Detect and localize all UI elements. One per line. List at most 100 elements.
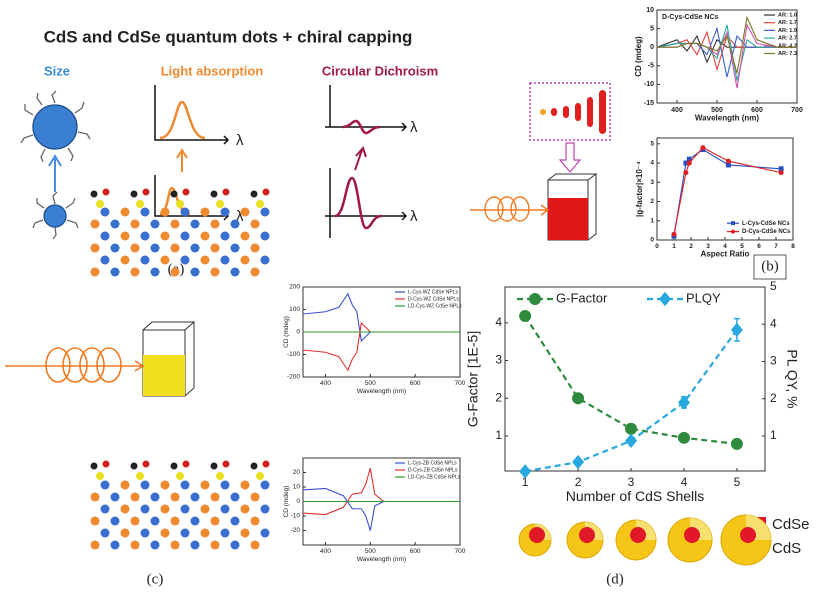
y-axis-label: |g-factor|×10⁻⁴ xyxy=(635,161,644,217)
legend-label: AR: 1.7 xyxy=(778,20,797,26)
atom xyxy=(120,207,130,217)
y-tick-label: 4 xyxy=(650,160,654,167)
core xyxy=(529,527,545,543)
x-tick-label: 7 xyxy=(774,243,778,250)
atom xyxy=(230,540,240,550)
marker xyxy=(572,454,585,470)
atom xyxy=(100,207,110,217)
y2-tick-label: 4 xyxy=(770,316,777,330)
y-tick-label: 1 xyxy=(495,428,502,442)
atom xyxy=(180,255,190,265)
atom xyxy=(170,267,180,277)
y-tick-label: 3 xyxy=(650,179,654,186)
atom xyxy=(100,231,110,241)
ligand-atom xyxy=(170,462,178,470)
marker xyxy=(683,170,689,176)
legend-label: AR: 4.2 xyxy=(778,43,797,49)
x-tick-label: 1 xyxy=(672,243,676,250)
atom xyxy=(150,219,160,229)
atom xyxy=(240,207,250,217)
axis-symbol: λ xyxy=(236,208,244,225)
atom xyxy=(200,504,210,514)
atom xyxy=(140,255,150,265)
ligand-atom xyxy=(96,472,104,480)
ligand-atom xyxy=(176,200,184,208)
axis-symbol: λ xyxy=(236,132,244,149)
atom xyxy=(180,480,190,490)
y-tick-label: -5 xyxy=(648,63,654,70)
atom xyxy=(160,480,170,490)
marker xyxy=(677,431,690,444)
atom xyxy=(150,267,160,277)
y2-tick-label: 5 xyxy=(770,279,777,293)
atom xyxy=(200,480,210,490)
size-arrow xyxy=(48,154,62,192)
panel-caption: (b) xyxy=(761,258,779,274)
legend-label: AR: 1.9 xyxy=(778,28,797,34)
atom xyxy=(110,219,120,229)
marker xyxy=(730,437,743,450)
ligand-atom xyxy=(102,460,110,468)
atom xyxy=(150,516,160,526)
atom xyxy=(160,231,170,241)
core xyxy=(630,527,646,543)
ligand-atom xyxy=(256,200,264,208)
marker xyxy=(683,160,689,166)
panel-c-schematic: (c) xyxy=(5,188,270,587)
x-tick-label: 3 xyxy=(706,243,710,250)
series-line xyxy=(656,24,797,81)
y-axis-label: CD (mdeg) xyxy=(283,486,290,518)
y-tick-label: -200 xyxy=(287,374,300,381)
marker xyxy=(625,422,638,435)
atom xyxy=(240,255,250,265)
panel-caption: (d) xyxy=(606,571,624,587)
atom xyxy=(250,492,260,502)
x-tick-label: 3 xyxy=(628,475,635,489)
ligand-atom xyxy=(222,188,230,196)
legend-marker xyxy=(659,291,671,307)
atom xyxy=(240,528,250,538)
atom xyxy=(160,255,170,265)
marker xyxy=(778,166,784,172)
y-tick-label: 10 xyxy=(646,7,654,14)
atom xyxy=(210,267,220,277)
atom xyxy=(120,231,130,241)
atom xyxy=(180,207,190,217)
legend-label: LD-Cys-ZB CdSe NPLs xyxy=(408,474,461,480)
ligand-atom xyxy=(96,200,104,208)
x-tick-label: 600 xyxy=(410,380,421,387)
x-tick-label: 2 xyxy=(575,475,582,489)
atom xyxy=(220,231,230,241)
ligand-atom xyxy=(102,188,110,196)
marker xyxy=(677,395,690,410)
x-axis-label: Aspect Ratio xyxy=(701,249,750,258)
atom xyxy=(230,516,240,526)
marker xyxy=(671,231,677,237)
y-axis-label: G-Factor [1E-5] xyxy=(465,331,481,427)
marker xyxy=(778,170,784,176)
x-tick-label: 4 xyxy=(723,243,727,250)
x-tick-label: 5 xyxy=(740,243,744,250)
x-tick-label: 8 xyxy=(791,243,795,250)
y-tick-label: 3 xyxy=(495,353,502,367)
atom xyxy=(260,504,270,514)
large-dot xyxy=(20,90,91,163)
atom xyxy=(120,528,130,538)
y2-tick-label: 1 xyxy=(770,428,777,442)
y-axis-label: CD (mdeg) xyxy=(634,36,643,77)
legend-label: AR: 7.3 xyxy=(778,51,797,57)
atom xyxy=(220,528,230,538)
marker xyxy=(700,145,706,151)
core-label: CdSe xyxy=(772,516,810,533)
ligand-atom xyxy=(142,188,150,196)
y-tick-label: 5 xyxy=(650,140,654,147)
atom xyxy=(200,255,210,265)
atom xyxy=(130,219,140,229)
absorption-label: Light absorption xyxy=(161,63,264,78)
legend-label: AR: 2.7 xyxy=(778,36,797,42)
marker xyxy=(725,162,731,168)
legend-label: PLQY xyxy=(686,290,721,305)
ligand-atom xyxy=(250,190,258,198)
atom xyxy=(220,480,230,490)
